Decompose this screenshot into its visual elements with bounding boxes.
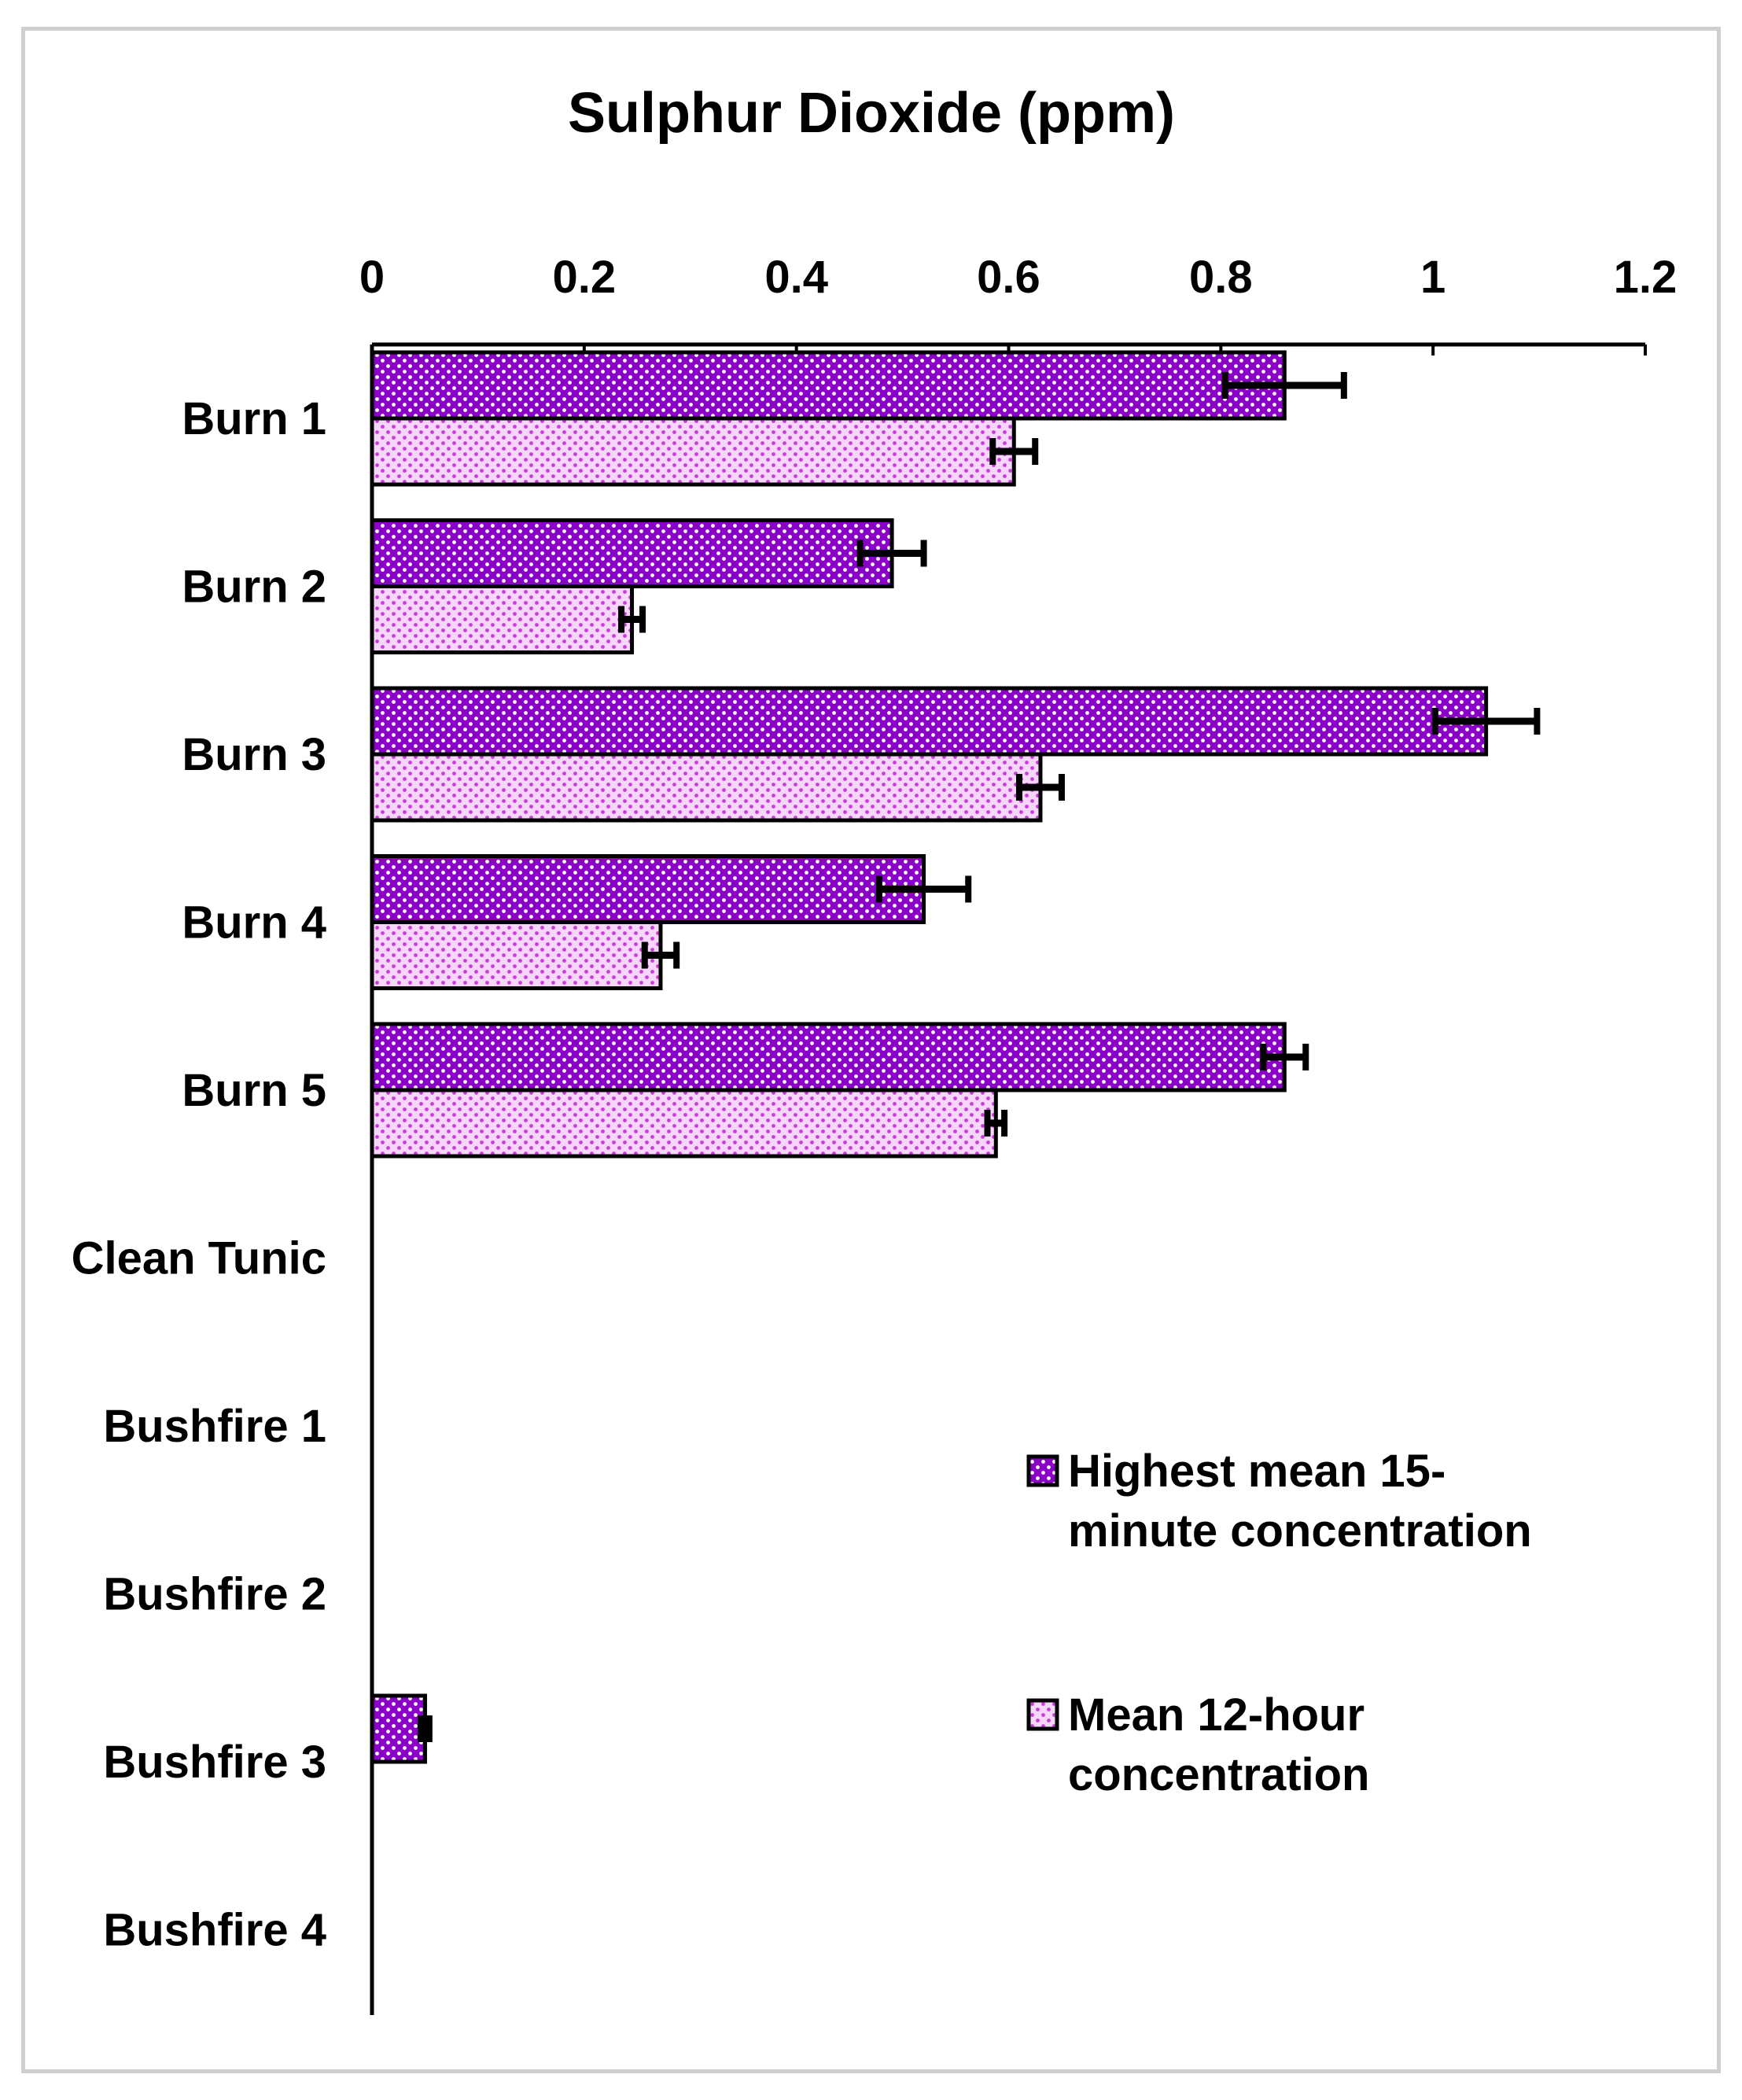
x-tick-label: 0.8 [1189, 252, 1253, 303]
error-bar [418, 1715, 433, 1742]
category-label: Bushfire 2 [103, 1569, 326, 1620]
legend-label: concentration [1068, 1749, 1370, 1800]
legend-label: Highest mean 15- [1068, 1446, 1446, 1497]
category-label: Burn 1 [182, 393, 326, 444]
legend-label: minute concentration [1068, 1505, 1532, 1557]
x-tick-label: 1 [1420, 252, 1446, 303]
legend-item: Mean 12-hour concentration [1026, 1689, 1370, 1800]
x-tick-label: 0.4 [764, 252, 828, 303]
error-bar [875, 875, 972, 903]
bar [370, 584, 635, 654]
category-label: Burn 4 [182, 897, 326, 949]
legend-label: Mean 12-hour [1068, 1689, 1365, 1741]
category-label: Clean Tunic [72, 1233, 326, 1284]
error-bar [984, 1110, 1008, 1137]
bar [370, 1088, 998, 1159]
bar [370, 416, 1016, 487]
x-tick-label: 1.2 [1614, 252, 1678, 303]
bar [370, 518, 894, 588]
error-bar [989, 438, 1039, 465]
bar [370, 1022, 1287, 1092]
category-label: Bushfire 4 [103, 1905, 326, 1956]
bar [370, 920, 663, 990]
chart-title: Sulphur Dioxide (ppm) [568, 82, 1175, 145]
error-bar [618, 606, 646, 633]
axes [370, 342, 1645, 2015]
legend-item: Highest mean 15- minute concentration [1026, 1446, 1532, 1557]
legend-swatch [1026, 1698, 1059, 1731]
error-bar [1260, 1044, 1309, 1070]
y-axis: Burn 1 Burn 2 Burn 3 Burn 4 Burn 5 Clean Tuni… [72, 393, 326, 1956]
legend-swatch [1026, 1454, 1059, 1487]
category-label: Burn 2 [182, 562, 326, 613]
error-bar [856, 540, 927, 567]
category-label: Bushfire 1 [103, 1401, 326, 1452]
x-axis: 0 0.2 0.4 0.6 0.8 1 1.2 [359, 252, 1677, 356]
bar [370, 854, 926, 924]
error-bar [641, 941, 680, 969]
category-label: Burn 5 [182, 1065, 326, 1116]
x-tick-label: 0.6 [977, 252, 1040, 303]
bar [370, 686, 1489, 757]
category-label: Bushfire 3 [103, 1737, 326, 1788]
error-bar [1431, 708, 1541, 735]
x-tick-label: 0 [359, 252, 385, 303]
bar [370, 350, 1287, 421]
bars [370, 350, 1541, 1764]
bar [370, 752, 1043, 823]
error-bar [1221, 372, 1347, 399]
category-label: Burn 3 [182, 729, 326, 780]
error-bar [1015, 774, 1065, 801]
bar [370, 1693, 427, 1764]
legend: Highest mean 15- minute concentration Mean… [1026, 1446, 1532, 1800]
x-tick-label: 0.2 [553, 252, 617, 303]
